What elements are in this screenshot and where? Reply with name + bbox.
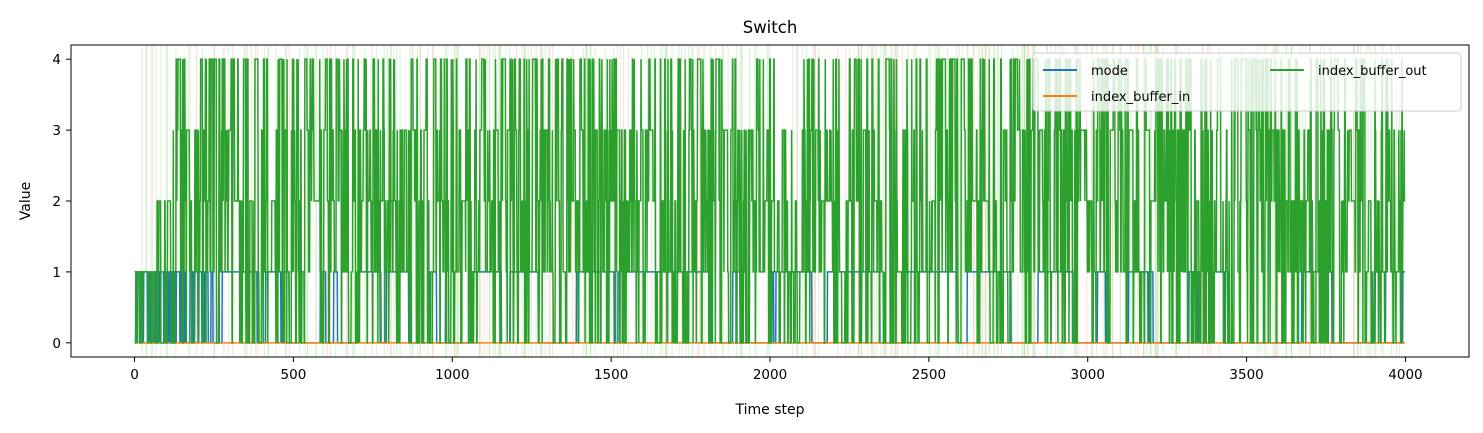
series-line-index-buffer-out <box>134 58 1406 344</box>
y-tick-label: 3 <box>52 123 61 139</box>
chart-title: Switch <box>743 18 798 37</box>
y-tick-label: 0 <box>52 336 61 352</box>
legend-label-index-buffer-in: index_buffer_in <box>1091 90 1190 105</box>
series-layer <box>134 58 1406 344</box>
y-axis: 0 1 2 3 4 <box>52 52 71 352</box>
legend-box <box>1032 52 1462 112</box>
x-tick-label: 3500 <box>1229 367 1263 383</box>
x-tick-label: 500 <box>281 367 307 383</box>
x-tick-label: 2000 <box>753 367 787 383</box>
x-tick-label: 4000 <box>1388 367 1422 383</box>
x-tick-label: 3000 <box>1071 367 1105 383</box>
y-tick-label: 1 <box>52 265 61 281</box>
legend-label-index-buffer-out: index_buffer_out <box>1318 64 1427 79</box>
x-tick-label: 1500 <box>594 367 628 383</box>
x-tick-label: 2500 <box>912 367 946 383</box>
y-axis-label: Value <box>18 182 34 220</box>
legend-label-mode: mode <box>1091 64 1128 79</box>
x-tick-label: 1000 <box>435 367 469 383</box>
y-tick-label: 4 <box>52 52 61 68</box>
x-tick-label: 0 <box>130 367 139 383</box>
x-axis: 0 500 1000 1500 2000 2500 3000 3500 4000 <box>130 357 1423 383</box>
legend: mode index_buffer_in index_buffer_out <box>1032 52 1462 112</box>
x-axis-label: Time step <box>735 402 805 418</box>
y-tick-label: 2 <box>52 194 61 210</box>
